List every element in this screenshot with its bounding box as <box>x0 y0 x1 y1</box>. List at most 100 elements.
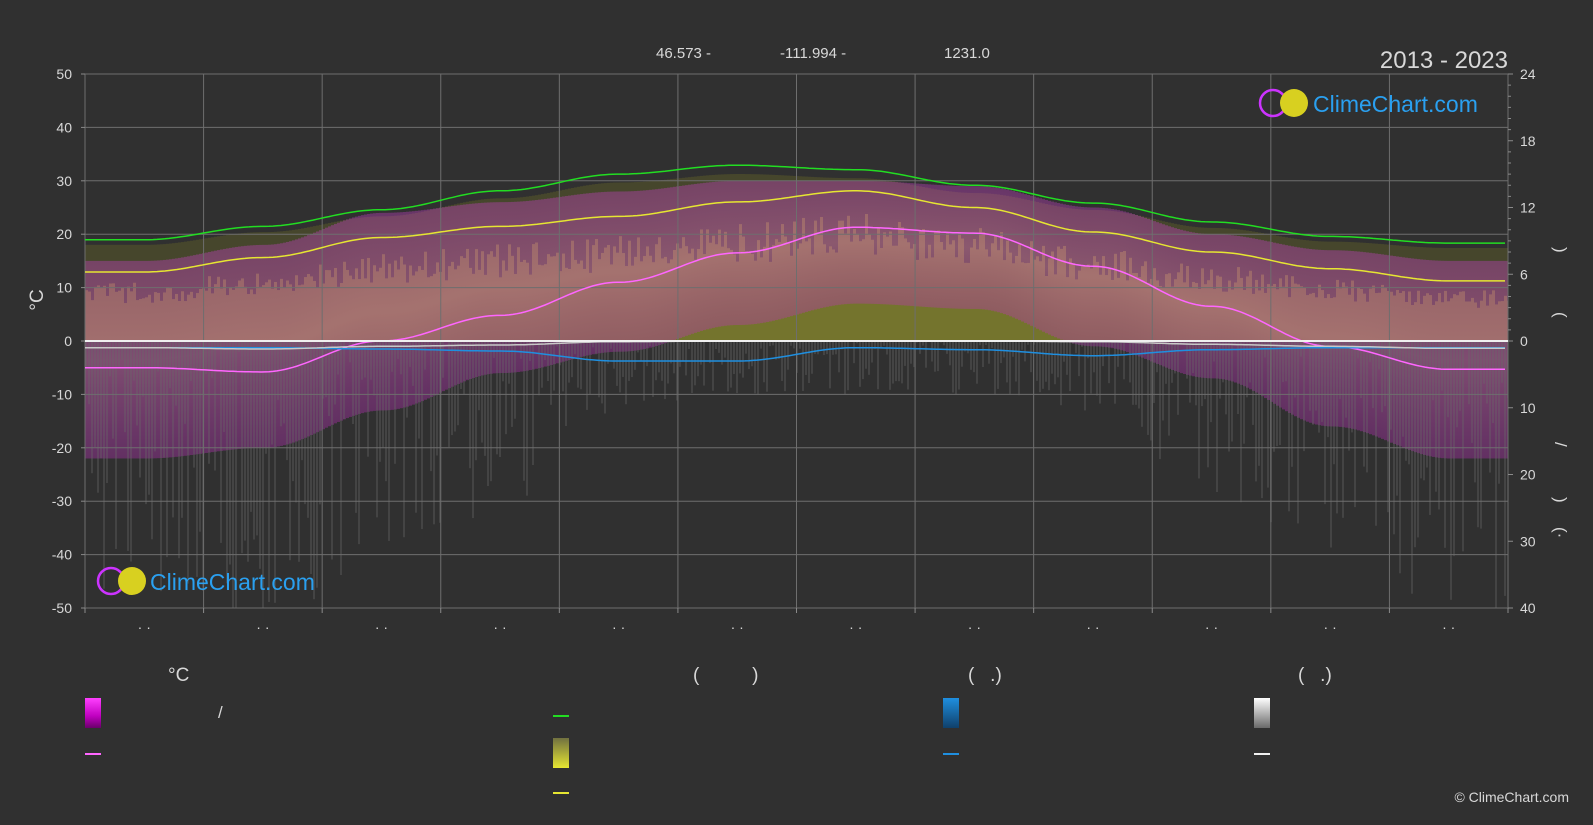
precip-bar <box>115 341 117 549</box>
precip-bar <box>814 341 816 354</box>
temp-range-strip <box>1285 245 1288 412</box>
precip-bar <box>700 341 702 365</box>
temp-range-strip <box>892 181 895 305</box>
precip-bar <box>1051 341 1053 374</box>
temp-range-strip <box>1318 249 1321 426</box>
precip-bar <box>709 341 711 364</box>
temp-range-strip <box>1099 207 1102 347</box>
temp-range-strip <box>1306 248 1309 422</box>
temp-range-strip <box>787 180 790 317</box>
precip-bar <box>1042 341 1044 389</box>
precip-bar <box>703 341 705 386</box>
precip-bar <box>619 341 621 393</box>
precip-bar <box>121 341 123 360</box>
temp-range-strip <box>1426 259 1429 456</box>
temp-range-strip <box>316 231 319 433</box>
temp-range-strip <box>1435 260 1438 458</box>
precip-bar <box>664 341 666 400</box>
temp-range-strip <box>121 260 124 459</box>
precip-bar <box>1081 341 1083 347</box>
temp-range-strip <box>1483 260 1486 459</box>
temp-range-strip <box>1471 260 1474 459</box>
temp-range-strip <box>922 183 925 307</box>
temp-range-strip <box>172 258 175 458</box>
logo-bottom[interactable]: ClimeChart.com <box>96 566 315 596</box>
precip-bar <box>1288 341 1290 512</box>
temp-range-strip <box>841 180 844 305</box>
precip-bar <box>373 341 375 396</box>
precip-bar <box>547 341 549 382</box>
temp-range-strip <box>1168 226 1171 369</box>
precip-bar <box>901 341 903 384</box>
elevation-text: 1231.0 <box>944 45 990 62</box>
precip-bar <box>952 341 954 393</box>
temp-range-strip <box>1006 189 1009 316</box>
temp-range-strip <box>1261 240 1264 397</box>
temp-range-strip <box>823 180 826 308</box>
temp-range-strip <box>1036 197 1039 329</box>
temp-range-strip <box>334 223 337 424</box>
temp-range-strip <box>223 248 226 451</box>
temp-range-strip <box>838 180 841 305</box>
temp-range-strip <box>136 260 139 459</box>
right-tick-label: 40 <box>1520 600 1536 616</box>
precip-bar <box>274 341 276 603</box>
precip-bar <box>1375 341 1377 526</box>
temp-range-strip <box>940 185 943 308</box>
temp-range-strip <box>862 180 865 304</box>
precip-bar <box>760 341 762 349</box>
temp-range-strip <box>1165 225 1168 368</box>
temp-range-strip <box>175 258 178 457</box>
temp-range-strip <box>928 184 931 308</box>
precip-bar <box>1348 341 1350 451</box>
temp-range-strip <box>670 187 673 342</box>
temp-range-strip <box>1456 260 1459 459</box>
temp-range-strip <box>1372 253 1375 436</box>
precip-bar <box>802 341 804 391</box>
temp-range-strip <box>148 260 151 459</box>
precip-bar <box>613 341 615 369</box>
precip-bar <box>1498 341 1500 484</box>
temp-range-strip <box>1132 214 1135 355</box>
temp-range-strip <box>1117 210 1120 350</box>
copyright-text[interactable]: © ClimeChart.com <box>1454 789 1569 805</box>
temp-range-strip <box>859 180 862 304</box>
precip-bar <box>1165 341 1167 384</box>
precip-bar <box>472 341 474 519</box>
precip-bar <box>163 341 165 458</box>
temp-range-strip <box>1477 260 1480 459</box>
temp-mean-line <box>85 226 1505 373</box>
temp-range-strip <box>154 260 157 459</box>
precip-bar <box>712 341 714 391</box>
temp-range-strip <box>532 200 535 370</box>
precip-bar <box>1468 341 1470 405</box>
temp-range-strip <box>208 251 211 453</box>
temp-range-strip <box>1417 259 1420 454</box>
precip-bar <box>673 341 675 374</box>
temp-range-strip <box>811 180 814 311</box>
month-label: · · <box>1324 619 1337 635</box>
temp-range-strip <box>544 198 547 367</box>
precip-bar <box>295 341 297 503</box>
precip-bar <box>955 341 957 395</box>
temp-range-strip <box>673 186 676 341</box>
precip-bar <box>634 341 636 370</box>
temp-range-strip <box>1087 207 1090 347</box>
temp-range-strip <box>265 244 268 448</box>
temp-range-strip <box>1330 250 1333 427</box>
temp-range-strip <box>1423 259 1426 455</box>
temp-range-strip <box>1453 260 1456 459</box>
precip-bar <box>592 341 594 348</box>
temp-range-strip <box>919 183 922 307</box>
temp-range-strip <box>304 236 307 438</box>
temp-range-strip <box>1441 260 1444 459</box>
logo-top[interactable]: ClimeChart.com <box>1258 88 1478 118</box>
temp-range-strip <box>601 192 604 353</box>
left-tick-label: -50 <box>52 600 72 616</box>
temp-range-strip <box>220 249 223 451</box>
precip-bar <box>967 341 969 354</box>
left-tick-label: -20 <box>52 440 72 456</box>
precip-bar <box>1030 341 1032 373</box>
precip-bar <box>1330 341 1332 548</box>
temp-range-strip <box>1054 202 1057 338</box>
